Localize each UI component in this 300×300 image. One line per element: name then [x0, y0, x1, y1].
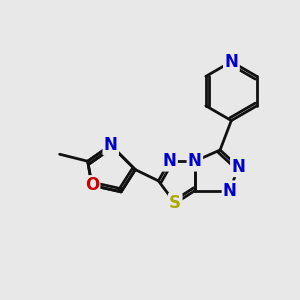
Text: N: N	[231, 158, 245, 176]
Text: O: O	[85, 176, 99, 194]
Text: N: N	[188, 152, 202, 170]
Text: S: S	[169, 194, 181, 212]
Text: N: N	[163, 152, 177, 170]
Text: N: N	[104, 136, 118, 154]
Text: N: N	[224, 53, 238, 71]
Text: N: N	[224, 53, 238, 71]
Text: N: N	[223, 182, 237, 200]
